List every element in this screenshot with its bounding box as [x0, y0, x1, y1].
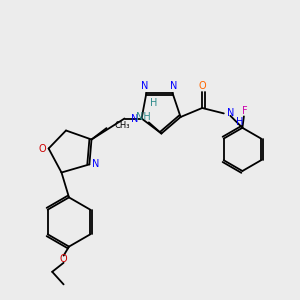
Text: F: F [242, 106, 248, 116]
Text: O: O [198, 80, 206, 91]
Text: N: N [92, 159, 100, 170]
Text: O: O [60, 254, 68, 264]
Text: N: N [227, 108, 235, 118]
Text: H: H [150, 98, 158, 109]
Text: CH₃: CH₃ [115, 121, 130, 130]
Text: O: O [38, 143, 46, 154]
Text: N: N [170, 81, 178, 92]
Text: NH: NH [136, 112, 151, 122]
Text: H: H [236, 117, 243, 127]
Text: N: N [131, 113, 139, 124]
Text: N: N [141, 81, 148, 92]
